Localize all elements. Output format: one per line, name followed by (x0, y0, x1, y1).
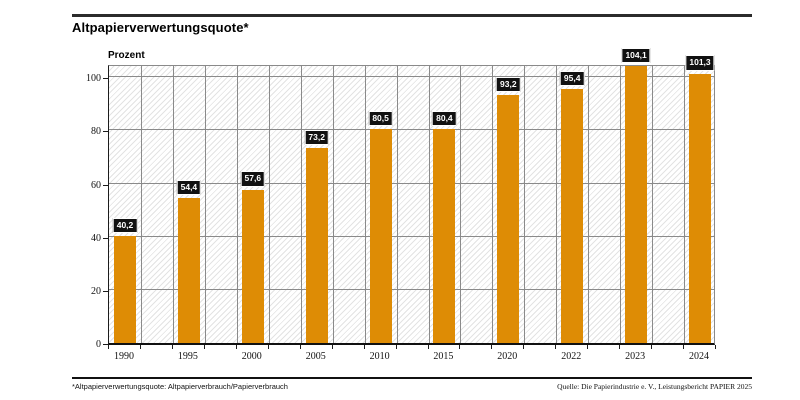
value-label: 101,3 (685, 55, 715, 71)
bar-2005 (305, 148, 328, 343)
y-tick-label: 100 (86, 73, 101, 85)
y-tick-label: 0 (96, 339, 101, 350)
x-axis-tick (587, 345, 589, 349)
bar-2023 (625, 66, 648, 343)
y-axis-unit-label: Prozent (108, 50, 145, 61)
vertical-gridline (652, 66, 654, 343)
horizontal-gridline (109, 76, 714, 78)
vertical-gridline (524, 66, 526, 343)
x-axis-tick (395, 345, 397, 349)
x-axis-tick (427, 345, 429, 349)
bar-2022 (561, 89, 584, 343)
chart-title: Altpapierverwertungsquote* (72, 20, 249, 35)
x-axis-tick (523, 345, 525, 349)
x-tick-label: 2022 (561, 351, 582, 362)
x-axis-tick (619, 345, 621, 349)
value-label: 54,4 (176, 179, 202, 196)
x-tick-label: 2023 (625, 351, 646, 362)
value-label: 80,4 (432, 110, 457, 127)
vertical-gridline (236, 66, 238, 343)
bar-2024 (689, 73, 711, 343)
value-label: 95,4 (559, 70, 585, 87)
x-axis-tick (491, 345, 493, 349)
vertical-gridline (428, 66, 430, 343)
bar-1995 (177, 198, 200, 343)
x-axis-tick (331, 345, 333, 349)
bar-2000 (241, 189, 264, 343)
vertical-gridline (364, 66, 366, 343)
y-tick-label: 80 (91, 126, 101, 138)
value-label: 93,2 (496, 76, 521, 93)
x-axis-tick (715, 345, 716, 349)
x-axis-tick (267, 345, 269, 349)
horizontal-gridline (109, 288, 714, 290)
x-axis-tick (203, 345, 205, 349)
y-tick-label: 40 (91, 232, 101, 244)
value-label: 80,5 (368, 110, 393, 126)
x-axis-tick (171, 345, 173, 349)
value-label: 57,6 (240, 171, 266, 187)
y-axis-tick (103, 290, 108, 292)
x-tick-label: 2010 (369, 351, 390, 362)
vertical-gridline (204, 66, 206, 343)
bar-2010 (369, 128, 392, 343)
horizontal-gridline (109, 235, 714, 237)
horizontal-gridline (109, 129, 714, 131)
vertical-gridline (460, 66, 462, 343)
horizontal-gridline (109, 182, 714, 184)
vertical-gridline (268, 66, 270, 343)
y-axis-tick (103, 344, 108, 345)
x-tick-label: 2024 (689, 351, 709, 362)
x-axis-tick (651, 345, 653, 349)
y-tick-label: 20 (91, 285, 101, 297)
plot-area: 40,2 54,4 57,6 73,2 80,5 80,4 93,2 95,4 104,1 101… (108, 47, 715, 345)
vertical-gridline (300, 66, 302, 343)
x-axis-tick (108, 345, 109, 349)
x-axis-tick (299, 345, 301, 349)
x-axis-tick (235, 345, 237, 349)
vertical-gridline (492, 66, 494, 343)
x-axis-tick (363, 345, 365, 349)
y-axis-tick (103, 78, 108, 80)
vertical-gridline (396, 66, 398, 343)
footer-rule (72, 377, 752, 379)
vertical-gridline (332, 66, 334, 343)
top-rule (72, 14, 752, 17)
y-axis-tick (103, 131, 108, 133)
x-tick-label: 1990 (114, 351, 134, 362)
footnote: *Altpapierverwertungsquote: Altpapierver… (72, 382, 288, 391)
x-tick-label: 2000 (241, 351, 262, 362)
x-tick-label: 2015 (433, 351, 454, 362)
vertical-gridline (588, 66, 590, 343)
y-axis-tick (103, 184, 108, 186)
x-axis-tick (555, 345, 557, 349)
x-tick-label: 2020 (497, 351, 518, 362)
x-tick-label: 2005 (305, 351, 326, 362)
bar-1990 (114, 236, 136, 343)
vertical-gridline (620, 66, 622, 343)
x-axis-tick (139, 345, 141, 349)
vertical-gridline (684, 66, 686, 343)
source-credit: Quelle: Die Papierindustrie e. V., Leist… (557, 382, 752, 391)
x-axis-tick (683, 345, 685, 349)
y-tick-label: 60 (91, 179, 101, 191)
vertical-gridline (172, 66, 174, 343)
value-label: 73,2 (304, 130, 329, 146)
x-axis-tick (459, 345, 461, 349)
bar-2020 (497, 95, 520, 343)
bar-2015 (433, 129, 456, 343)
y-axis-tick (103, 237, 108, 239)
value-label: 104,1 (621, 47, 651, 64)
vertical-gridline (556, 66, 558, 343)
value-label: 40,2 (112, 217, 138, 234)
vertical-gridline (140, 66, 142, 343)
x-tick-label: 1995 (177, 351, 198, 362)
